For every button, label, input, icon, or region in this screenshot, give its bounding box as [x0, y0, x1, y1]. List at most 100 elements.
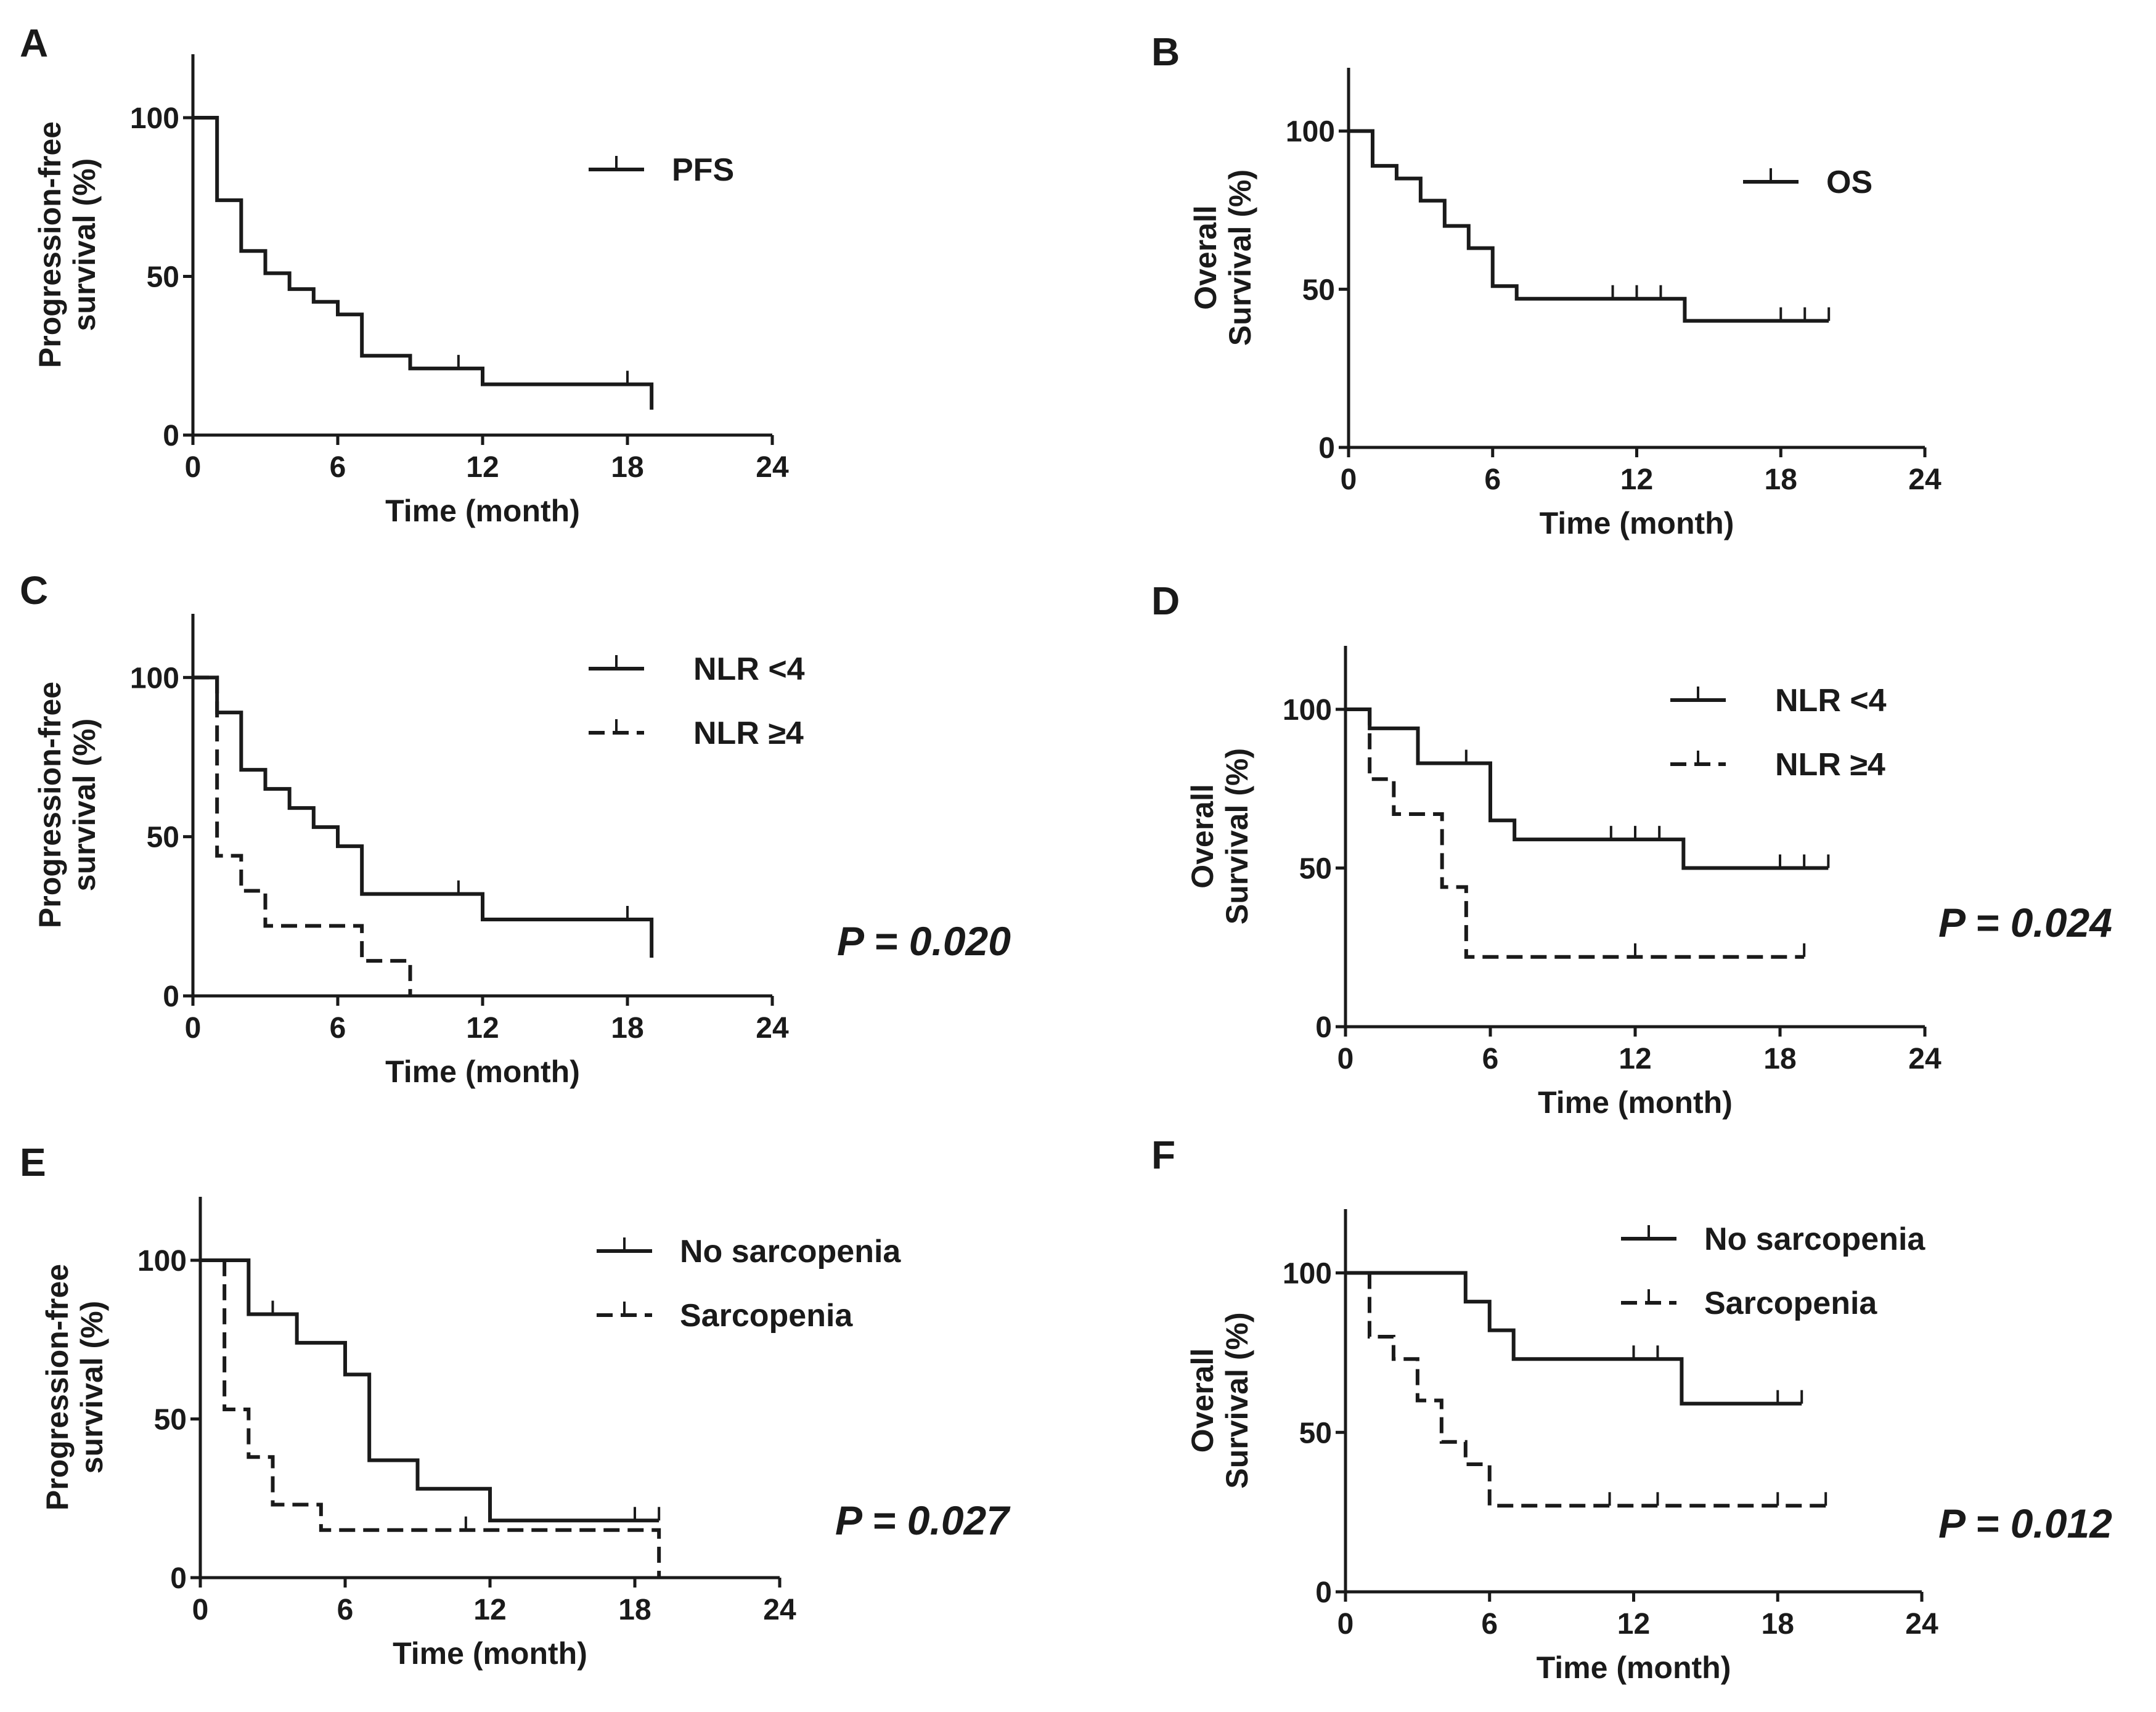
x-axis-title: Time (month): [1540, 506, 1734, 540]
x-axis-title: Time (month): [385, 1054, 580, 1089]
panel-a: A 0 50 100 0 6 12 18 24 Time (month) Progression-f…: [20, 21, 789, 528]
panel-e: E 0 50 100 0 6 12 18 24 Time (month) Progression-f…: [20, 1140, 1011, 1671]
survival-curve-no-sarcopenia: [1345, 1271, 1802, 1406]
x-tick-label: 24: [1908, 463, 1942, 496]
y-tick-label: 50: [147, 261, 179, 294]
x-tick-label: 0: [192, 1594, 209, 1626]
x-tick-label: 6: [330, 1012, 346, 1045]
x-tick-label: 12: [466, 451, 499, 484]
x-tick-label: 18: [1763, 1043, 1796, 1075]
survival-curve-nlr-lt4: [193, 675, 654, 958]
legend-label: OS: [1826, 165, 1872, 200]
y-axis-title-line-1: Progression-free: [40, 1264, 75, 1510]
survival-curve-os: [1349, 129, 1829, 323]
legend-label: NLR ≥4: [693, 715, 804, 751]
y-tick-label: 50: [154, 1404, 187, 1437]
legend-entry-pfs: PFS: [589, 152, 734, 188]
series-sarcopenia: [1345, 1271, 1827, 1508]
x-tick-label: 18: [611, 451, 643, 484]
y-tick-label: 100: [137, 1245, 187, 1278]
series-nlr-ge4: [1345, 707, 1806, 959]
legend-label: NLR <4: [693, 651, 805, 687]
y-tick-label: 50: [1299, 853, 1332, 886]
x-tick-label: 18: [1762, 1608, 1794, 1641]
legend-label: PFS: [672, 152, 734, 188]
y-tick-label: 100: [130, 102, 179, 135]
x-tick-label: 18: [618, 1594, 651, 1626]
x-tick-label: 12: [1620, 463, 1653, 496]
x-axis-title: Time (month): [393, 1636, 587, 1671]
y-axis-title-line-2: survival (%): [67, 719, 102, 892]
panel-f-letter: F: [1151, 1133, 1175, 1177]
survival-curve-no-sarcopenia: [200, 1258, 659, 1523]
y-tick-label: 0: [170, 1562, 187, 1595]
y-axis-title-line-1: Progression-free: [33, 121, 67, 368]
y-tick-label: 0: [163, 420, 179, 452]
y-axis-title-line-1: Overall: [1185, 1348, 1220, 1453]
series-no-sarcopenia: [1345, 1271, 1803, 1406]
y-axis-title-line-1: Progression-free: [33, 682, 67, 928]
x-axis-title: Time (month): [1537, 1650, 1731, 1685]
legend-entry-nlr-ge4: NLR ≥4: [589, 715, 804, 751]
series-nlr-lt4: [193, 675, 654, 958]
y-tick-label: 100: [1283, 694, 1332, 727]
series-os: [1349, 129, 1831, 323]
series-nlr-ge4: [193, 675, 412, 996]
legend-label: No sarcopenia: [1704, 1221, 1925, 1257]
y-axis-title-line-2: survival (%): [75, 1301, 109, 1474]
p-value-label: P = 0.027: [835, 1498, 1011, 1543]
y-tick-label: 0: [1318, 432, 1335, 465]
x-tick-label: 0: [185, 1012, 202, 1045]
y-tick-label: 50: [1299, 1417, 1332, 1449]
x-tick-label: 6: [337, 1594, 354, 1626]
x-tick-label: 0: [1337, 1608, 1354, 1641]
x-tick-label: 24: [1905, 1608, 1938, 1641]
x-tick-label: 0: [185, 451, 202, 484]
p-value-label: P = 0.024: [1938, 900, 2112, 945]
y-tick-label: 0: [1315, 1011, 1332, 1044]
y-axis-title-line-1: Overall: [1185, 784, 1220, 889]
x-tick-label: 0: [1341, 463, 1357, 496]
y-axis-title-line-2: Survival (%): [1220, 748, 1254, 924]
x-tick-label: 12: [466, 1012, 499, 1045]
x-tick-label: 24: [756, 1012, 789, 1045]
x-tick-label: 24: [763, 1594, 796, 1626]
legend-entry-nlr-ge4: NLR ≥4: [1670, 747, 1885, 783]
legend-entry-sarcopenia: Sarcopenia: [597, 1298, 853, 1334]
legend-entry-nlr-lt4: NLR <4: [1670, 683, 1887, 719]
survival-curve-nlr-ge4: [193, 675, 412, 996]
legend-entry-no-sarcopenia: No sarcopenia: [597, 1234, 901, 1270]
y-axis-title-line-1: Overall: [1188, 205, 1223, 310]
series-nlr-lt4: [1345, 707, 1830, 870]
y-tick-label: 50: [147, 821, 179, 854]
legend-label: Sarcopenia: [680, 1298, 853, 1334]
legend-label: Sarcopenia: [1704, 1286, 1877, 1321]
panel-d: D 0 50 100 0 6 12 18 24 Time (month) Overall Surviv…: [1151, 579, 2112, 1120]
p-value-label: P = 0.012: [1938, 1501, 2112, 1546]
y-tick-label: 50: [1302, 274, 1335, 306]
x-tick-label: 18: [1765, 463, 1797, 496]
p-value-label: P = 0.020: [837, 918, 1011, 964]
x-tick-label: 12: [1619, 1043, 1651, 1075]
legend-entry-no-sarcopenia: No sarcopenia: [1621, 1221, 1925, 1257]
x-tick-label: 6: [330, 451, 346, 484]
panel-b-letter: B: [1151, 30, 1180, 74]
survival-curve-pfs: [193, 116, 654, 410]
x-axis-title: Time (month): [385, 494, 580, 528]
legend-label: NLR <4: [1775, 683, 1887, 719]
x-tick-label: 24: [1908, 1043, 1942, 1075]
x-tick-label: 12: [1617, 1608, 1650, 1641]
legend-entry-sarcopenia: Sarcopenia: [1621, 1286, 1877, 1321]
y-tick-label: 100: [1286, 116, 1335, 149]
x-tick-label: 6: [1482, 1043, 1499, 1075]
survival-curve-nlr-ge4: [1345, 707, 1805, 959]
y-tick-label: 0: [1315, 1576, 1332, 1609]
y-tick-label: 100: [130, 662, 179, 695]
legend-label: NLR ≥4: [1775, 747, 1885, 783]
y-axis-title-line-2: survival (%): [67, 158, 102, 332]
panel-e-letter: E: [20, 1140, 46, 1184]
survival-curve-nlr-lt4: [1345, 707, 1829, 870]
legend-entry-os: OS: [1743, 165, 1872, 200]
panel-a-letter: A: [20, 21, 48, 65]
